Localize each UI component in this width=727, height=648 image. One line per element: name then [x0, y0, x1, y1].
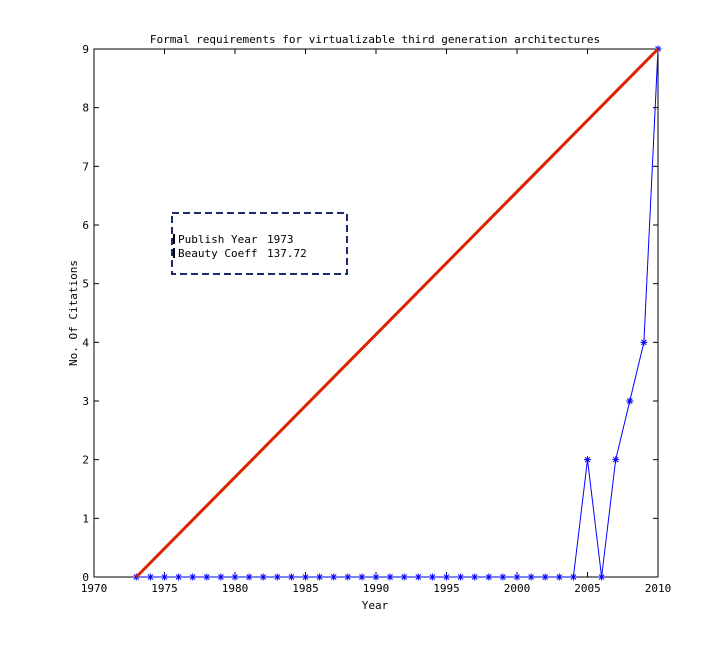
- data-point: [499, 573, 507, 581]
- y-tick-label: 9: [82, 43, 89, 56]
- data-point: [161, 573, 168, 581]
- x-tick-label: 2010: [645, 582, 672, 595]
- data-point: [358, 573, 366, 581]
- data-point: [569, 573, 577, 581]
- y-tick-label: 7: [82, 160, 89, 173]
- data-point: [400, 573, 408, 581]
- data-point: [457, 573, 465, 581]
- series-line-2: [135, 47, 660, 579]
- data-point: [146, 573, 154, 581]
- data-point: [344, 573, 352, 581]
- data-point: [287, 573, 295, 581]
- y-tick-label: 4: [82, 336, 89, 349]
- data-point: [217, 573, 225, 581]
- data-point: [598, 573, 606, 581]
- annotation-value-publish-year: 1973: [267, 233, 294, 246]
- data-point: [330, 573, 338, 581]
- x-tick-label: 1975: [151, 582, 178, 595]
- y-axis-label: No. Of Citations: [67, 260, 80, 366]
- x-tick-label: 1985: [292, 582, 319, 595]
- annotation-box: Publish Year 1973 Beauty Coeff 137.72: [171, 212, 348, 275]
- data-point: [245, 573, 253, 581]
- annotation-label-beauty-coeff: Beauty Coeff: [178, 247, 257, 260]
- data-point: [640, 338, 648, 346]
- data-point: [428, 573, 436, 581]
- data-point: [513, 573, 521, 581]
- data-point: [231, 573, 239, 581]
- data-point: [386, 573, 394, 581]
- y-tick-label: 6: [82, 219, 89, 232]
- y-tick-label: 3: [82, 395, 89, 408]
- data-point: [527, 573, 535, 581]
- data-point: [175, 573, 183, 581]
- axes-box: [93, 48, 659, 578]
- y-tick-label: 8: [82, 102, 89, 115]
- y-tick-label: 0: [82, 571, 89, 584]
- annotation-border: [171, 212, 348, 275]
- x-tick-label: 1970: [81, 582, 108, 595]
- data-point: [302, 573, 309, 581]
- x-tick-label: 1980: [222, 582, 249, 595]
- y-tick-label: 1: [82, 512, 89, 525]
- data-point: [626, 397, 634, 405]
- x-axis: 1970 1975 1980 1985 1990 1995 2000 2005 2010: [81, 49, 672, 595]
- x-tick-label: 2005: [574, 582, 601, 595]
- y-tick-label: 2: [82, 454, 89, 467]
- data-point: [612, 456, 620, 464]
- plot-area: 1970 1975 1980 1985 1990 1995 2000 2005 2010 0 1 2…: [81, 43, 672, 595]
- x-tick-label: 1995: [433, 582, 460, 595]
- x-axis-label: Year: [362, 599, 389, 612]
- data-point: [189, 573, 197, 581]
- data-point: [471, 573, 479, 581]
- chart-title: Formal requirements for virtualizable th…: [150, 33, 600, 46]
- data-point: [584, 456, 591, 464]
- annotation-label-publish-year: Publish Year: [178, 233, 258, 246]
- x-tick-label: 2000: [504, 582, 531, 595]
- data-point: [555, 573, 563, 581]
- data-point: [443, 573, 450, 581]
- data-point: [259, 573, 267, 581]
- x-tick-label: 1990: [363, 582, 390, 595]
- y-tick-label: 5: [82, 278, 89, 291]
- data-point: [316, 573, 324, 581]
- data-point: [273, 573, 281, 581]
- series-layer: [132, 45, 662, 581]
- data-point: [203, 573, 211, 581]
- data-point: [485, 573, 493, 581]
- data-point: [541, 573, 549, 581]
- annotation-value-beauty-coeff: 137.72: [267, 247, 307, 260]
- data-point: [372, 573, 380, 581]
- y-axis: 0 1 2 3 4 5 6 7 8 9: [82, 43, 658, 584]
- data-point: [414, 573, 422, 581]
